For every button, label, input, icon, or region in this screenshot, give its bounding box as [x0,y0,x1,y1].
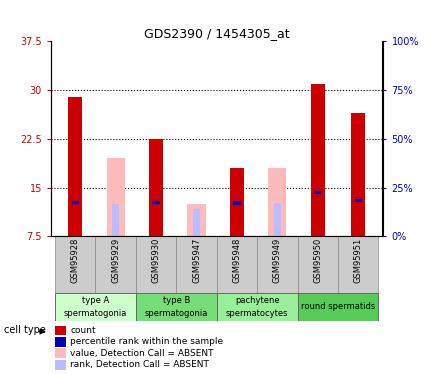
Bar [68,96,82,236]
Bar [55,292,136,321]
Text: type B: type B [163,296,190,305]
Bar [193,209,200,236]
Bar [107,158,125,236]
Text: spermatogonia: spermatogonia [64,309,127,318]
Bar [55,348,66,358]
Bar [149,139,163,236]
Text: spermatocytes: spermatocytes [226,309,289,318]
Bar [311,84,325,236]
Bar [217,236,257,292]
Bar [96,236,136,292]
Bar [230,168,244,236]
Bar [112,204,119,236]
Text: cell type: cell type [4,325,46,335]
Bar [268,168,286,236]
Text: pachytene: pachytene [235,296,280,305]
Bar [187,204,206,236]
Bar [153,201,160,204]
Text: GSM95949: GSM95949 [273,238,282,283]
Bar [274,203,281,236]
Bar [55,360,66,370]
Text: percentile rank within the sample: percentile rank within the sample [70,338,223,346]
Bar [351,113,365,236]
Bar [257,236,298,292]
Text: count: count [70,326,96,335]
Bar [72,201,79,204]
Bar [55,236,96,292]
Text: rank, Detection Call = ABSENT: rank, Detection Call = ABSENT [70,360,209,369]
Text: GSM95928: GSM95928 [71,238,80,284]
Bar [354,198,362,202]
Bar [217,292,298,321]
Text: GSM95930: GSM95930 [152,238,161,284]
Bar [136,292,217,321]
Bar [55,326,66,335]
Bar [233,201,241,205]
Bar [338,236,378,292]
Text: GSM95950: GSM95950 [313,238,322,283]
Bar [136,236,176,292]
Text: round spermatids: round spermatids [301,302,375,311]
Text: value, Detection Call = ABSENT: value, Detection Call = ABSENT [70,349,214,358]
Bar [176,236,217,292]
Bar [298,292,378,321]
Bar [314,191,321,194]
Title: GDS2390 / 1454305_at: GDS2390 / 1454305_at [144,27,289,40]
Text: GSM95951: GSM95951 [354,238,363,283]
Text: GSM95929: GSM95929 [111,238,120,283]
Bar [298,236,338,292]
Text: type A: type A [82,296,109,305]
Text: GSM95947: GSM95947 [192,238,201,284]
Text: GSM95948: GSM95948 [232,238,241,284]
Text: spermatogonia: spermatogonia [144,309,208,318]
Bar [55,337,66,347]
